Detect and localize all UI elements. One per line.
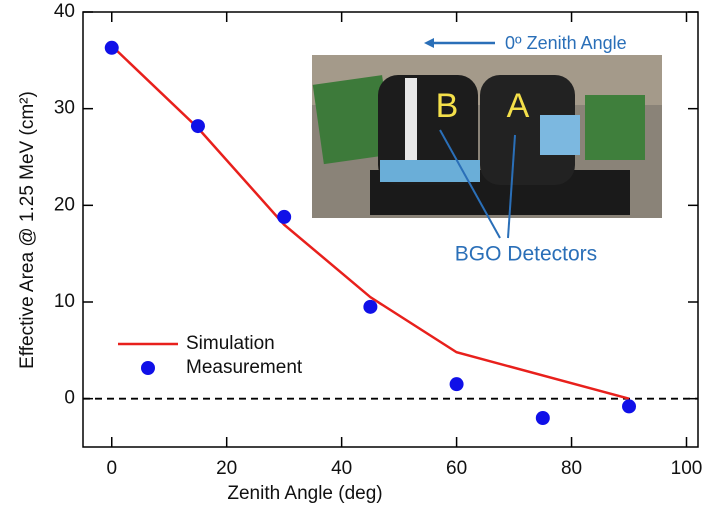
- marker: [104, 40, 119, 55]
- x-tick-label: 100: [671, 458, 703, 479]
- marker: [449, 377, 464, 392]
- legend-label: Simulation: [186, 333, 275, 354]
- arrow-head: [424, 38, 434, 48]
- pointer: [507, 134, 516, 239]
- marker: [535, 411, 550, 425]
- marker: [190, 119, 205, 134]
- pointer: [439, 129, 501, 239]
- line-series: [110, 44, 630, 400]
- photo-label: B: [436, 87, 459, 125]
- legend-swatch: [141, 361, 155, 375]
- marker: [622, 399, 637, 414]
- plot-frame: [82, 11, 699, 448]
- photo: [312, 55, 662, 218]
- marker: [277, 209, 292, 224]
- annotation: 0º Zenith Angle: [505, 33, 627, 53]
- y-tick-label: 0: [64, 388, 75, 409]
- photo-label: A: [507, 87, 530, 125]
- x-tick-label: 20: [216, 458, 237, 479]
- x-tick-label: 40: [331, 458, 352, 479]
- y-tick-label: 10: [54, 291, 75, 312]
- marker: [363, 299, 378, 314]
- x-tick-label: 80: [561, 458, 582, 479]
- y-tick-label: 20: [54, 194, 75, 215]
- x-axis-label: Zenith Angle (deg): [227, 483, 382, 504]
- legend-label: Measurement: [186, 357, 303, 378]
- y-tick-label: 40: [54, 1, 75, 22]
- y-axis-label: Effective Area @ 1.25 MeV (cm²): [17, 91, 38, 369]
- annotation: BGO Detectors: [455, 243, 597, 266]
- x-tick-label: 0: [106, 458, 117, 479]
- y-tick-label: 30: [54, 98, 75, 119]
- x-tick-label: 60: [446, 458, 467, 479]
